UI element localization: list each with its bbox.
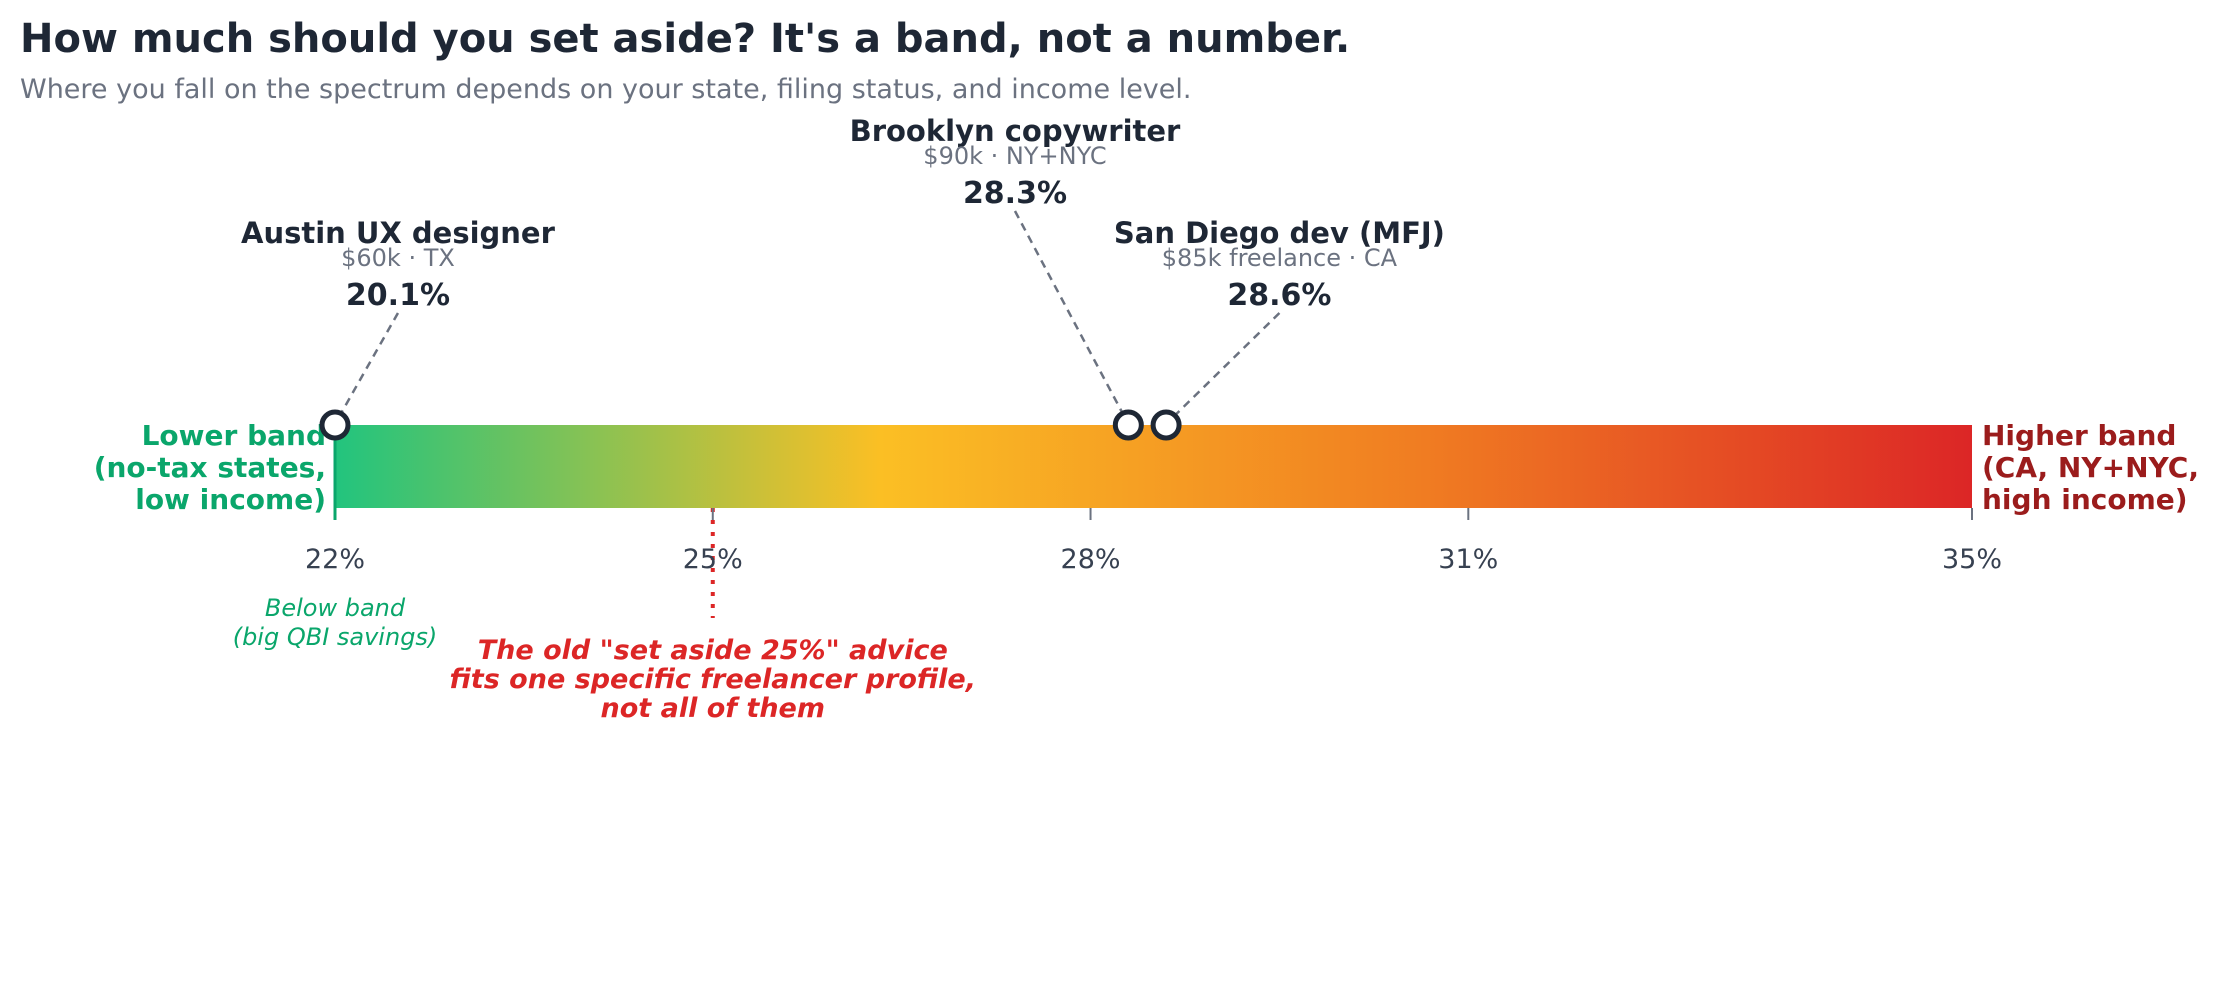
tick-label: 35% bbox=[1942, 544, 2002, 575]
profile-connector bbox=[1013, 210, 1130, 425]
tick-label: 25% bbox=[683, 544, 743, 575]
higher-band-label: (CA, NY+NYC, bbox=[1982, 451, 2199, 484]
old-advice-note: fits one specific freelancer profile, bbox=[450, 664, 976, 695]
chart-title: How much should you set aside? It's a ba… bbox=[20, 16, 1350, 62]
below-band-note: Below band bbox=[265, 594, 406, 622]
old-advice-note: The old "set aside 25%" advice bbox=[478, 635, 948, 666]
higher-band-label: high income) bbox=[1982, 483, 2188, 516]
band-bar bbox=[335, 425, 1972, 508]
profile-name: Brooklyn copywriter bbox=[850, 114, 1181, 148]
below-band-note: (big QBI savings) bbox=[233, 623, 438, 651]
axis-ticks: 22% 25% 28% 31% 35% bbox=[305, 508, 2002, 575]
notes: Below band(big QBI savings) The old "set … bbox=[233, 594, 976, 724]
profile-name: Austin UX designer bbox=[241, 216, 556, 250]
profile-connector bbox=[1165, 312, 1281, 425]
lower-band-label: Lower band bbox=[142, 419, 326, 452]
connector-lines bbox=[333, 210, 1281, 425]
profile-markers bbox=[319, 409, 1182, 441]
tick-label: 22% bbox=[305, 544, 365, 575]
lower-band-label: low income) bbox=[135, 483, 326, 516]
profile-marker bbox=[319, 409, 351, 441]
profile-value: 28.6% bbox=[1227, 278, 1331, 313]
tick-label: 28% bbox=[1061, 544, 1121, 575]
old-advice-note: not all of them bbox=[601, 693, 825, 724]
profile-detail: $90k · NY+NYC bbox=[923, 142, 1106, 170]
chart-subtitle: Where you fall on the spectrum depends o… bbox=[20, 74, 1191, 105]
profile-detail: $85k freelance · CA bbox=[1162, 244, 1398, 272]
profile-marker bbox=[1150, 409, 1182, 441]
profile-value: 28.3% bbox=[963, 176, 1067, 211]
profile-detail: $60k · TX bbox=[341, 244, 455, 272]
profile-connector bbox=[333, 312, 400, 425]
tick-label: 31% bbox=[1438, 544, 1498, 575]
profile-marker bbox=[1112, 409, 1144, 441]
profile-name: San Diego dev (MFJ) bbox=[1114, 216, 1445, 250]
higher-band-label: Higher band bbox=[1982, 419, 2176, 452]
profile-labels: Austin UX designer$60k · TX 20.1% Brooklyn… bbox=[241, 114, 1445, 313]
band-labels: Lower band(no-tax states,low income) High… bbox=[94, 419, 2199, 516]
lower-band-label: (no-tax states, bbox=[94, 451, 326, 484]
profile-value: 20.1% bbox=[346, 278, 450, 313]
